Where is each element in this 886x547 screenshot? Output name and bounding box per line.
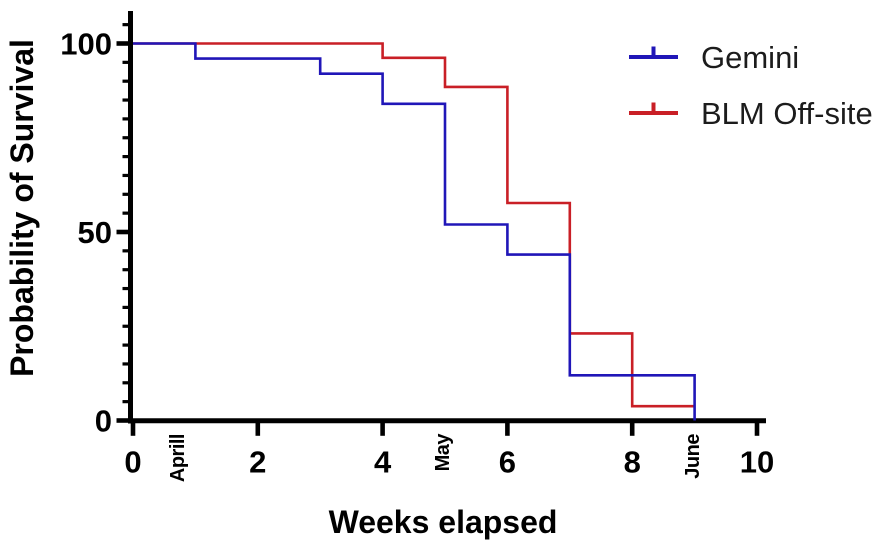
x-axis-title: Weeks elapsed — [329, 504, 558, 540]
x-tick-label-2: 2 — [249, 445, 266, 480]
month-label-april: Aprill — [167, 434, 189, 482]
x-tick-label-10: 10 — [740, 445, 774, 480]
legend: Gemini BLM Off-site — [701, 40, 873, 131]
x-tick-label-6: 6 — [499, 445, 516, 480]
series-line-blm-off-site — [133, 42, 695, 408]
x-tick-label-4: 4 — [374, 445, 392, 480]
legend-swatches — [629, 46, 678, 115]
x-tick-label-8: 8 — [624, 445, 641, 480]
series-line-gemini — [133, 42, 696, 421]
y-axis-title: Probability of Survival — [4, 39, 40, 377]
legend-swatch-blm-off-site — [629, 102, 678, 115]
axes-layer: 0 50 100 0 2 4 6 8 10 — [60, 11, 774, 480]
legend-swatch-gemini — [629, 46, 678, 59]
legend-label-gemini: Gemini — [701, 40, 799, 75]
month-label-june: June — [682, 434, 704, 479]
y-tick-label-0: 0 — [95, 404, 112, 439]
series-layer — [133, 42, 696, 421]
x-tick-label-0: 0 — [124, 445, 141, 480]
y-tick-label-100: 100 — [60, 27, 112, 62]
y-tick-label-50: 50 — [78, 215, 112, 250]
legend-label-blm-off-site: BLM Off-site — [701, 96, 873, 131]
month-label-may: May — [432, 433, 454, 472]
